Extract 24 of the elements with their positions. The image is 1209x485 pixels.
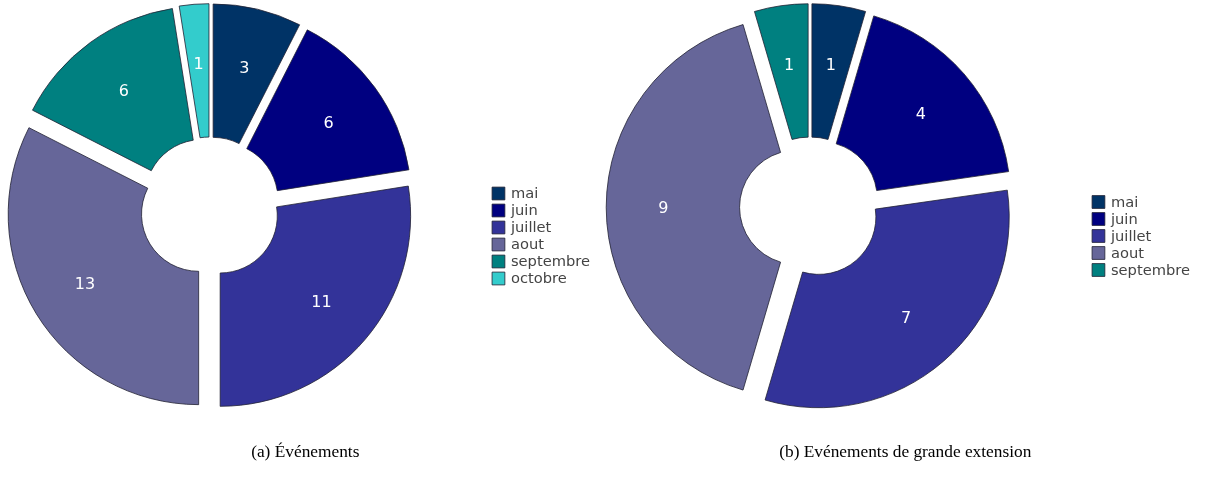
text: (b) Evénements de grande extension — [779, 442, 1032, 462]
data-label: 13 — [74, 273, 96, 293]
legend-label: aout — [1110, 243, 1144, 261]
data-label: 6 — [323, 113, 334, 133]
data-label: 1 — [784, 55, 795, 75]
legend-label: octobre — [510, 269, 567, 286]
data-label: 9 — [658, 198, 669, 218]
legend-label: aout — [510, 235, 544, 252]
legend-label: septembre — [510, 252, 590, 269]
data-label: 4 — [915, 103, 926, 123]
data-label: 7 — [900, 307, 912, 327]
legend-label: juin — [1110, 209, 1138, 227]
data-label: 11 — [311, 292, 332, 312]
data-label: 1 — [193, 53, 204, 73]
legend-label: juillet — [510, 218, 552, 235]
text: (a) Événements — [251, 442, 360, 462]
legend-label: juillet — [1110, 226, 1152, 244]
legend-label: mai — [1110, 192, 1139, 210]
legend-label: mai — [510, 184, 539, 201]
data-label: 1 — [825, 55, 836, 75]
data-label: 6 — [118, 81, 129, 101]
data-label: 3 — [239, 57, 250, 77]
legend-label: septembre — [1110, 260, 1190, 278]
legend-label: juin — [510, 201, 538, 218]
